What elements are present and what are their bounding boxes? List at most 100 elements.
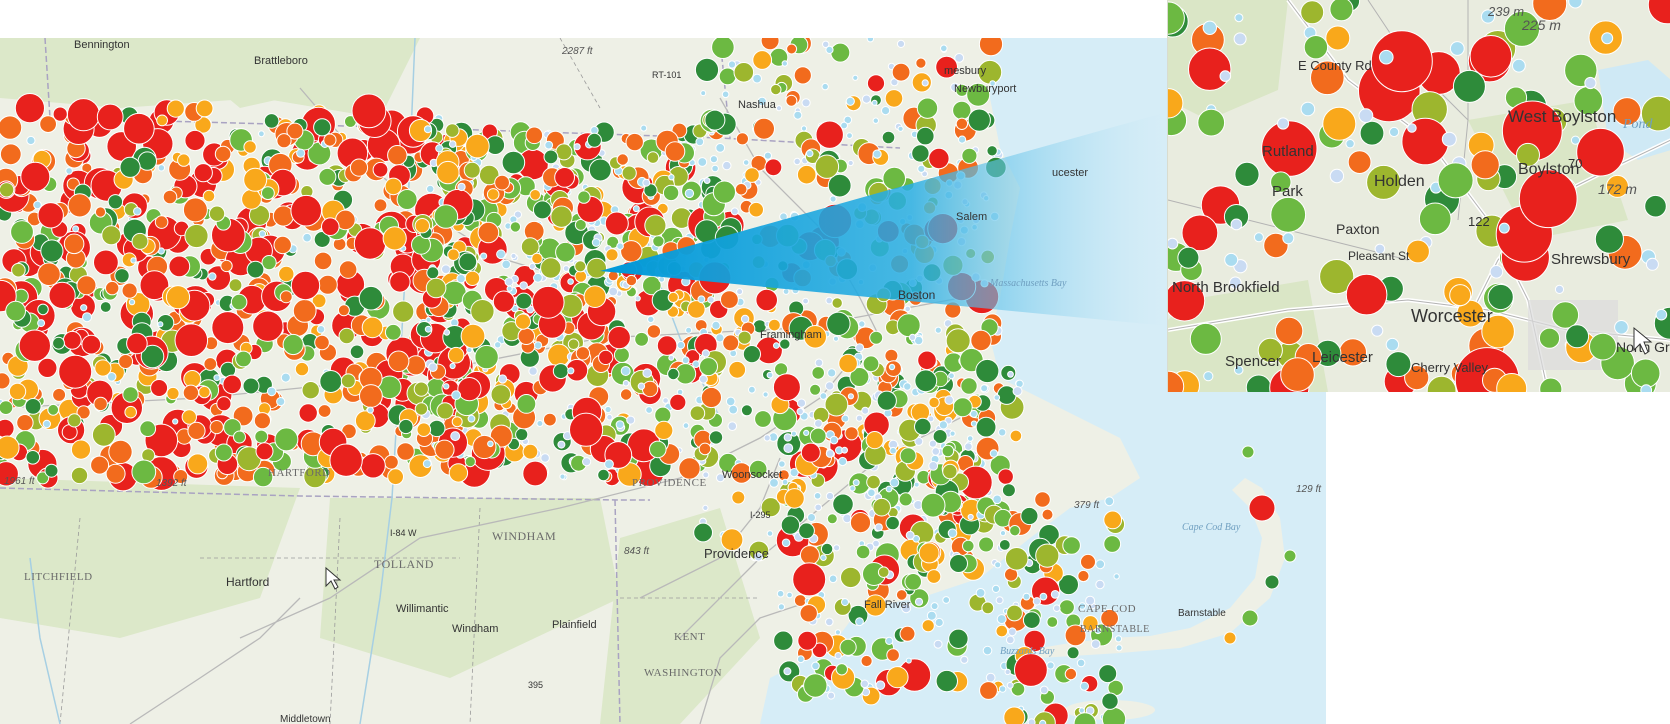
data-marker[interactable] [193, 163, 213, 183]
data-marker[interactable] [773, 342, 780, 349]
data-marker[interactable] [67, 193, 92, 218]
data-marker[interactable] [720, 290, 739, 310]
data-marker[interactable] [177, 153, 191, 167]
data-marker[interactable] [501, 259, 512, 270]
data-marker[interactable] [711, 164, 719, 173]
data-marker[interactable] [1655, 308, 1668, 321]
data-marker[interactable] [296, 148, 306, 158]
data-marker[interactable] [82, 312, 92, 323]
data-marker[interactable] [1605, 174, 1629, 198]
data-marker[interactable] [760, 497, 781, 518]
data-marker[interactable] [693, 522, 713, 543]
data-marker[interactable] [860, 679, 870, 689]
data-marker[interactable] [678, 457, 701, 480]
data-marker[interactable] [457, 377, 482, 402]
data-marker[interactable] [1426, 375, 1457, 392]
data-marker[interactable] [80, 304, 88, 312]
data-marker[interactable] [642, 275, 662, 296]
data-marker[interactable] [1039, 685, 1049, 695]
data-marker[interactable] [156, 114, 169, 127]
data-marker[interactable] [173, 469, 189, 484]
data-marker[interactable] [414, 218, 430, 234]
data-marker[interactable] [1203, 371, 1214, 382]
data-marker[interactable] [1082, 615, 1099, 632]
data-marker[interactable] [1229, 276, 1242, 290]
data-marker[interactable] [487, 440, 494, 448]
data-marker[interactable] [559, 473, 566, 480]
data-marker[interactable] [1009, 429, 1023, 443]
data-marker[interactable] [855, 544, 871, 560]
data-marker[interactable] [384, 177, 403, 196]
data-marker[interactable] [372, 161, 389, 178]
main-map[interactable]: Bennington Brattleboro 2287 ft Nashua me… [0, 38, 1326, 724]
data-marker[interactable] [843, 115, 853, 125]
data-marker[interactable] [822, 40, 830, 49]
data-marker[interactable] [513, 210, 523, 219]
data-marker[interactable] [575, 346, 591, 361]
data-marker[interactable] [622, 379, 630, 387]
data-marker[interactable] [711, 320, 721, 330]
data-marker[interactable] [942, 463, 958, 480]
data-marker[interactable] [1064, 667, 1078, 681]
data-marker[interactable] [1589, 332, 1617, 361]
data-marker[interactable] [37, 262, 61, 286]
data-marker[interactable] [40, 239, 64, 263]
data-marker[interactable] [786, 43, 798, 55]
data-marker[interactable] [978, 536, 995, 553]
data-marker[interactable] [396, 189, 418, 210]
data-marker[interactable] [785, 94, 798, 107]
data-marker[interactable] [209, 420, 224, 435]
data-marker[interactable] [317, 404, 332, 418]
data-marker[interactable] [1095, 579, 1105, 590]
data-marker[interactable] [801, 98, 811, 108]
data-marker[interactable] [689, 405, 706, 422]
data-marker[interactable] [279, 290, 293, 304]
data-marker[interactable] [515, 427, 529, 442]
data-marker[interactable] [118, 354, 134, 369]
data-marker[interactable] [506, 285, 513, 292]
data-marker[interactable] [533, 272, 543, 283]
data-marker[interactable] [793, 110, 803, 120]
data-marker[interactable] [1385, 351, 1412, 378]
data-marker[interactable] [208, 205, 226, 222]
data-marker[interactable] [642, 368, 653, 378]
data-marker[interactable] [634, 331, 649, 347]
data-marker[interactable] [450, 431, 461, 442]
data-marker[interactable] [932, 429, 948, 444]
data-marker[interactable] [861, 94, 872, 104]
data-marker[interactable] [574, 260, 587, 273]
data-marker[interactable] [998, 539, 1011, 551]
data-marker[interactable] [246, 260, 265, 279]
data-marker[interactable] [424, 325, 432, 333]
data-marker[interactable] [0, 182, 15, 198]
data-marker[interactable] [834, 629, 842, 636]
data-marker[interactable] [448, 140, 457, 148]
inset-zoom-map[interactable]: West Boylston Boylston Shrewsbury Worces… [1167, 0, 1670, 392]
data-marker[interactable] [904, 305, 912, 313]
data-marker[interactable] [928, 461, 939, 471]
data-marker[interactable] [676, 340, 686, 350]
data-marker[interactable] [642, 178, 651, 187]
data-marker[interactable] [567, 367, 575, 375]
data-marker[interactable] [914, 436, 924, 446]
data-marker[interactable] [901, 603, 912, 614]
data-marker[interactable] [967, 108, 991, 132]
data-marker[interactable] [844, 426, 859, 441]
data-marker[interactable] [150, 379, 169, 397]
data-marker[interactable] [898, 492, 913, 507]
data-marker[interactable] [398, 418, 414, 435]
data-marker[interactable] [574, 218, 587, 231]
data-marker[interactable] [338, 260, 358, 279]
data-marker[interactable] [1104, 496, 1115, 507]
data-marker[interactable] [290, 270, 321, 301]
data-marker[interactable] [76, 405, 91, 420]
data-marker[interactable] [1103, 535, 1122, 553]
data-marker[interactable] [605, 248, 619, 262]
data-marker[interactable] [387, 468, 405, 486]
data-marker[interactable] [807, 513, 816, 522]
data-marker[interactable] [875, 680, 886, 691]
data-marker[interactable] [1189, 322, 1222, 355]
data-marker[interactable] [727, 60, 737, 69]
data-marker[interactable] [866, 74, 886, 93]
data-marker[interactable] [712, 180, 737, 204]
